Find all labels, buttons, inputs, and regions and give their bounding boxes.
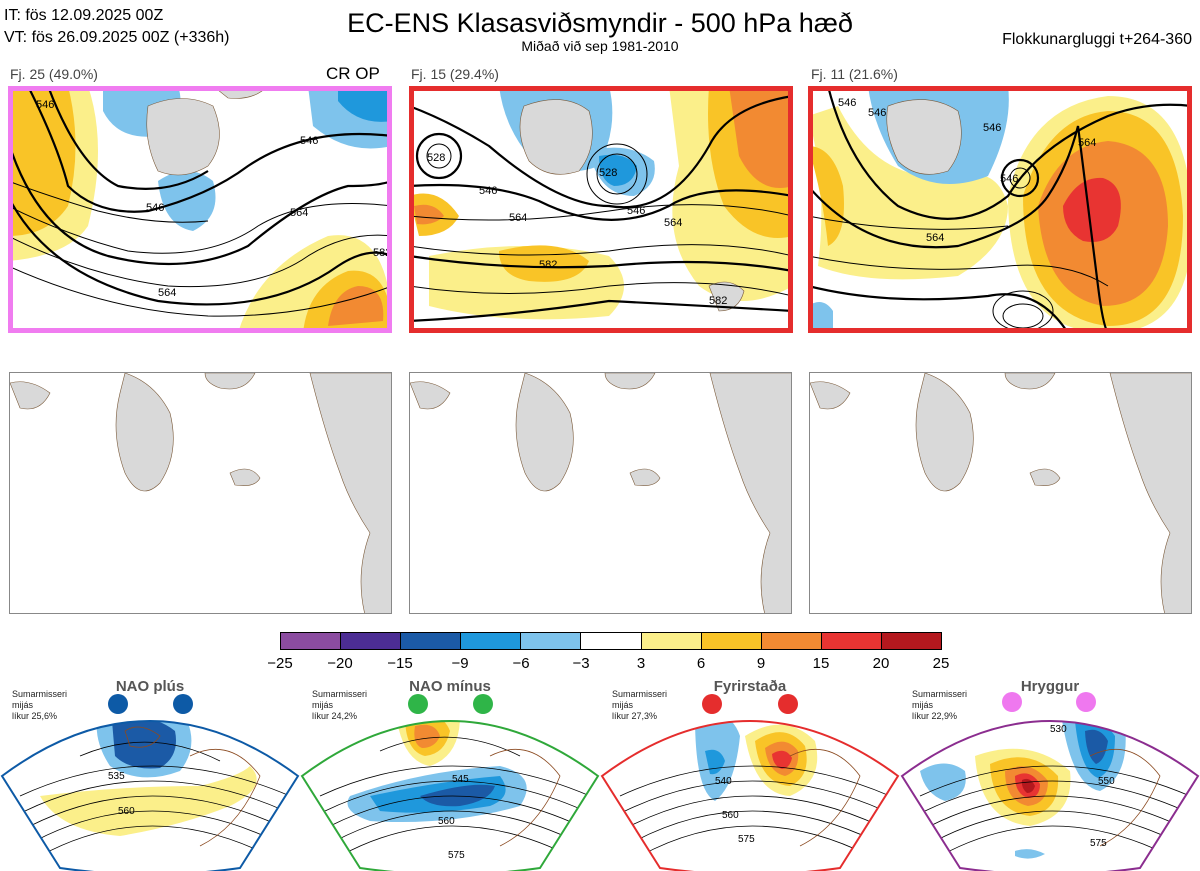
cluster-1-contour-label: 564 [290,207,308,219]
regime-3-contour-label: 560 [722,810,739,821]
cluster-3-label: Fj. 11 (21.6%) [811,66,898,82]
cluster-3-contour-label: 546 [838,97,856,109]
regime-3-info: Sumarmisseri mijás líkur 27,3% [612,689,668,721]
cluster-3-contour-label: 564 [1078,137,1096,149]
blank-map-1[interactable] [9,372,392,614]
run-info: IT: fös 12.09.2025 00Z VT: fös 26.09.202… [4,5,229,49]
colorbar-swatch [701,633,762,649]
colorbar-swatch [761,633,822,649]
colorbar-tick: −6 [512,655,530,672]
regime-1-name: NAO plús [115,678,185,695]
regime-fyrirstada[interactable]: 540 560 575 Fyrirstaða Sumarmisseri mijá… [600,676,900,871]
cluster-2-contour-label: 546 [627,205,645,217]
colorbar-tick: 9 [756,655,766,672]
classification-window: Flokkunargluggi t+264-360 [1002,31,1192,48]
cluster-2-map[interactable]: 528 528 546 546 564 564 582 582 [409,86,793,333]
valid-time: VT: fös 26.09.2025 00Z (+336h) [4,29,230,46]
cluster-1-contour-label: 546 [36,99,54,111]
regime-nao-minus[interactable]: 545 560 575 NAO mínus Sumarmisseri mijás… [300,676,600,871]
colorbar-tick: −20 [327,655,353,672]
cluster-3-map[interactable]: 546 546 546 546 564 564 [808,86,1192,333]
regime-2-contour-label: 545 [452,774,469,785]
cluster-3-contour-label: 546 [1000,173,1018,185]
cluster-2-contour-label: 564 [509,212,527,224]
colorbar-tick: −3 [572,655,590,672]
regime-4-name: Hryggur [1020,678,1080,695]
colorbar-swatch [401,633,462,649]
colorbar-tick: 3 [636,655,646,672]
colorbar-swatch [581,633,642,649]
regime-4-info: Sumarmisseri mijás líkur 22,9% [912,689,968,721]
cluster-2-contour-label: 546 [479,185,497,197]
cluster-3-contour-label: 546 [868,107,886,119]
regime-2-contour-label: 575 [448,850,465,861]
cluster-3-contour-label: 564 [926,232,944,244]
cluster-2-contour-label: 564 [664,217,682,229]
colorbar-swatch [821,633,882,649]
cluster-1-label: Fj. 25 (49.0%) [10,66,98,82]
cluster-1-contour-label: 546 [146,202,164,214]
cluster-1-map[interactable]: 546 546 546 564 564 582 [8,86,392,333]
regime-3-contour-label: 540 [715,776,732,787]
cluster-2-contour-label: 528 [599,167,617,179]
regime-4-contour-label: 575 [1090,838,1107,849]
cluster-2-label: Fj. 15 (29.4%) [411,66,499,82]
cluster-1-contour-label: 564 [158,287,176,299]
regime-2-info: Sumarmisseri mijás líkur 24,2% [312,689,368,721]
regime-hryggur[interactable]: 530 550 575 Hryggur Sumarmisseri mijás l… [900,676,1200,871]
regime-3-name: Fyrirstaða [713,678,787,695]
regime-1-info: Sumarmisseri mijás líkur 25,6% [12,689,68,721]
page-subtitle: Miðað við sep 1981-2010 [521,38,679,54]
page-title: EC-ENS Klasasviðsmyndir - 500 hPa hæð [347,8,853,38]
cluster-1-frame [8,86,392,333]
cluster-2-frame [409,86,793,333]
colorbar-tick: −15 [387,655,413,672]
cluster-3-contour-label: 546 [983,122,1001,134]
cluster-2-contour-label: 582 [539,259,557,271]
regime-1-contour-label: 560 [118,806,135,817]
colorbar-swatch [881,633,942,649]
colorbar-swatch [521,633,582,649]
init-time: IT: fös 12.09.2025 00Z [4,7,164,24]
regime-nao-plus[interactable]: 535 560 NAO plús Sumarmisseri mijás líku… [0,676,300,871]
blank-map-3[interactable] [809,372,1192,614]
colorbar-swatch [341,633,402,649]
regime-4-contour-label: 530 [1050,724,1067,735]
regime-2-name: NAO mínus [409,678,491,695]
regime-2-contour-label: 560 [438,816,455,827]
regime-4-contour-label: 550 [1098,776,1115,787]
colorbar-swatch [461,633,522,649]
colorbar-swatch [281,633,342,649]
colorbar-tick: 15 [812,655,830,672]
cluster-1-contour-label: 546 [300,135,318,147]
colorbar-tick: 20 [872,655,890,672]
cluster-1-op-label: CR OP [326,64,380,83]
cluster-2-contour-label: 528 [427,152,445,164]
colorbar-swatch [641,633,702,649]
regime-1-contour-label: 535 [108,771,125,782]
colorbar-tick: 6 [696,655,706,672]
colorbar-tick: −25 [267,655,293,672]
blank-map-2[interactable] [409,372,792,614]
cluster-2-contour-label: 582 [709,295,727,307]
regime-3-contour-label: 575 [738,834,755,845]
cluster-3-frame [808,86,1192,333]
colorbar-tick: −9 [451,655,469,672]
cluster-1-contour-label: 582 [373,247,391,259]
anomaly-colorbar [280,632,942,650]
colorbar-ticks: −25 −20 −15 −9 −6 −3 3 6 9 15 20 25 [0,655,1200,673]
colorbar-tick: 25 [932,655,950,672]
